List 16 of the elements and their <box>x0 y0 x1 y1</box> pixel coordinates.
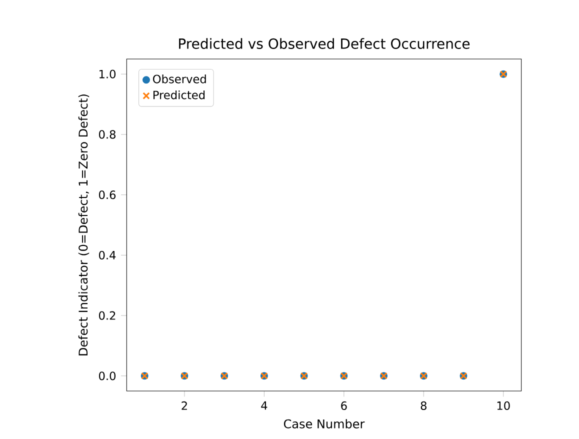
y-tick-label: 0.6 <box>99 190 116 200</box>
x-tick-label: 8 <box>420 401 426 410</box>
x-tick-label: 2 <box>182 401 187 410</box>
chart-title: Predicted vs Observed Defect Occurrence <box>179 38 470 49</box>
y-tick-label: 0.2 <box>99 311 116 320</box>
x-tick-label: 6 <box>341 401 347 410</box>
y-tick-label: 0.4 <box>99 250 116 260</box>
x-tick-label: 10 <box>497 401 510 410</box>
y-tick-label: 1.0 <box>100 70 116 78</box>
y-axis-title: Defect Indicator (0=Defect, 1=Zero Defect) <box>78 94 90 356</box>
legend-label: Predicted <box>153 90 205 100</box>
legend-label: Observed <box>153 74 206 84</box>
y-tick-label: 0.8 <box>99 130 116 139</box>
x-tick-label: 4 <box>261 401 268 410</box>
x-axis-title: Case Number <box>284 419 365 428</box>
y-tick-label: 0.0 <box>99 372 116 380</box>
